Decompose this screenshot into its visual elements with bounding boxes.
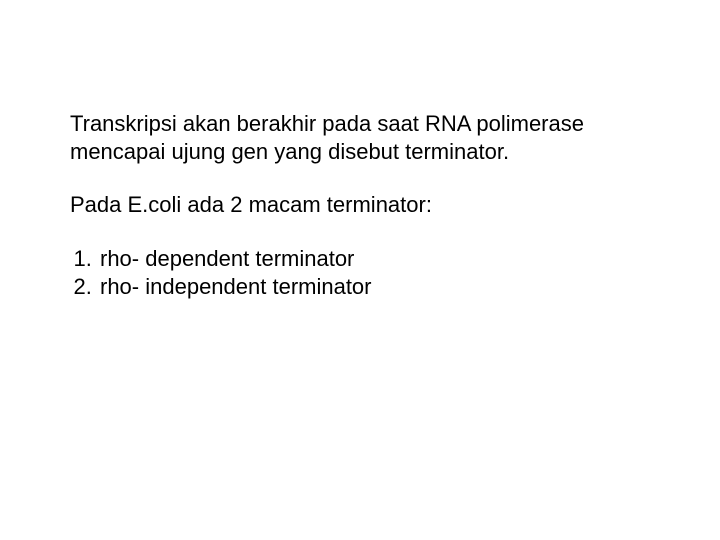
terminator-list: rho- dependent terminator rho- independe…	[70, 245, 650, 302]
list-item: rho- dependent terminator	[98, 245, 650, 274]
list-item: rho- independent terminator	[98, 273, 650, 302]
slide: Transkripsi akan berakhir pada saat RNA …	[0, 0, 720, 540]
list-item-label: rho- dependent terminator	[100, 246, 354, 271]
paragraph-lead: Pada E.coli ada 2 macam terminator:	[70, 191, 650, 219]
list-item-label: rho- independent terminator	[100, 274, 372, 299]
paragraph-intro: Transkripsi akan berakhir pada saat RNA …	[70, 110, 590, 165]
